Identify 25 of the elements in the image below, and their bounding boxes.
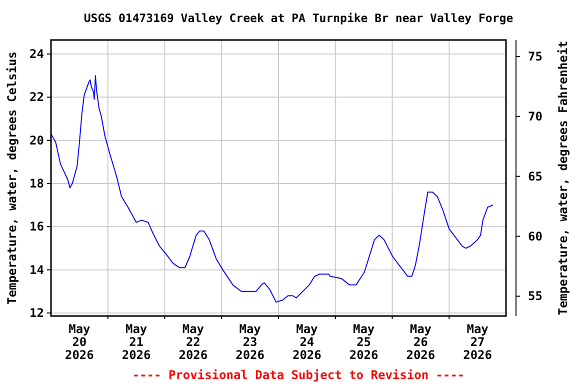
- x-tick-label: May 23 2026: [236, 322, 265, 362]
- x-tick-label: May 21 2026: [122, 322, 151, 362]
- y-tick-label: 14: [30, 262, 44, 277]
- y-axis-title: Temperature, water, degrees Celsius: [5, 52, 19, 304]
- y-tick-label: 20: [30, 133, 44, 148]
- y2-tick-label: 60: [528, 229, 542, 244]
- x-tick-label: May 25 2026: [349, 322, 378, 362]
- x-tick-label: May 22 2026: [178, 322, 208, 362]
- y-tick-label: 18: [30, 176, 44, 191]
- y-tick-label: 22: [30, 90, 44, 104]
- y-tick-label: 12: [30, 306, 44, 320]
- chart-title: USGS 01473169 Valley Creek at PA Turnpike Br near Valley Forge: [84, 11, 514, 25]
- line-series: [50, 75, 494, 303]
- y-tick-label: 24: [30, 47, 44, 62]
- text: ---- Provisional Data Subject to Revision ----: [132, 368, 465, 382]
- y2-tick-label: 65: [528, 169, 542, 184]
- x-tick-label: May 24 2026: [292, 322, 322, 362]
- y-tick-label: 16: [30, 220, 44, 234]
- x-tick-label: May 26 2026: [406, 322, 436, 362]
- x-tick-label: May 27 2026: [463, 322, 492, 362]
- y2-tick-label: 55: [528, 289, 542, 304]
- y2-tick-label: 75: [528, 49, 542, 64]
- x-tick-label: May 20 2026: [64, 322, 94, 362]
- y2-axis-title: Temperature, water, degrees Fahrenheit: [556, 40, 570, 316]
- y2-tick-label: 70: [528, 109, 542, 124]
